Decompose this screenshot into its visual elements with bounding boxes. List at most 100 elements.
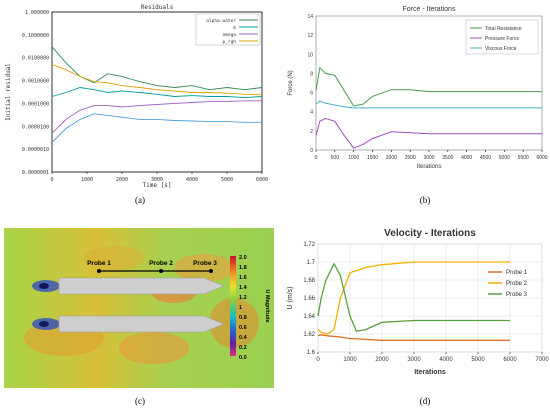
y-tick-label: 4 xyxy=(310,110,313,116)
y-tick-label: 1.62 xyxy=(303,332,315,338)
x-tick-label: 5000 xyxy=(471,357,485,363)
wake-region xyxy=(84,246,144,270)
probe-label: Probe 3 xyxy=(193,260,217,267)
y-tick-label: 0.0000100 xyxy=(22,124,49,130)
x-tick-label: 5000 xyxy=(499,155,510,161)
y-tick-label: 0.0000001 xyxy=(22,170,49,176)
probe-marker xyxy=(159,269,163,273)
x-tick-label: 6000 xyxy=(536,155,547,161)
legend-label: alpha.water xyxy=(206,18,236,24)
colorbar-tick-label: 0.6 xyxy=(239,325,247,331)
probe-label: Probe 2 xyxy=(149,260,173,267)
probe-label: Probe 1 xyxy=(87,260,111,267)
legend-label: omega xyxy=(222,33,236,38)
y-tick-label: 0 xyxy=(310,148,313,154)
colorbar xyxy=(230,256,236,356)
x-tick-label: 4000 xyxy=(439,357,453,363)
x-tick-label: 2000 xyxy=(386,155,397,161)
y-axis-label: U (m/s) xyxy=(287,287,294,310)
x-tick-label: 2500 xyxy=(405,155,416,161)
y-tick-label: 0.0100000 xyxy=(22,56,49,62)
colorbar-tick-label: 1.8 xyxy=(239,265,247,271)
hull-upper xyxy=(58,277,225,295)
bow-stagnation-region xyxy=(39,321,49,327)
series-line-viscous-force xyxy=(315,100,542,109)
x-tick-label: 7000 xyxy=(535,357,549,363)
colorbar-tick-label: 0.2 xyxy=(239,345,247,351)
x-tick-label: 1000 xyxy=(348,155,359,161)
colorbar-tick-label: 0.4 xyxy=(239,335,248,341)
chart-title: Velocity - Iterations xyxy=(384,228,476,239)
y-tick-label: 0.1000000 xyxy=(22,33,49,39)
probe-marker xyxy=(97,269,101,273)
velocity-panel: Velocity - Iterations 0 1000 2000 3000 4000 50… xyxy=(280,222,550,392)
colorbar-tick-label: 1.4 xyxy=(239,285,248,291)
x-tick-label: 1500 xyxy=(367,155,378,161)
x-tick-label: 5000 xyxy=(221,177,233,183)
x-tick-label: 3500 xyxy=(442,155,453,161)
y-tick-label: 6 xyxy=(310,91,313,97)
caption-b: (b) xyxy=(419,195,431,205)
x-tick-label: 1000 xyxy=(81,177,93,183)
velocity-chart: Velocity - Iterations 0 1000 2000 3000 4000 50… xyxy=(287,228,549,376)
legend-label: Viscous Force xyxy=(485,46,517,52)
series-line-unnamed-4 xyxy=(51,113,262,143)
series-line-p-rgh xyxy=(51,64,262,95)
y-tick-label: 1.6 xyxy=(307,350,316,356)
cfd-contour: Probe 1 Probe 2 Probe 3 2.0 1.8 1.6 1.4 1.2 1 0.8… xyxy=(4,228,274,388)
legend-label: Probe 2 xyxy=(506,281,528,287)
y-tick-label: 0.0000010 xyxy=(22,147,49,153)
chart-title: Residuals xyxy=(141,4,174,11)
legend-label: Probe 1 xyxy=(506,270,528,276)
x-tick-label: 4500 xyxy=(480,155,491,161)
y-tick-label: 1.64 xyxy=(303,314,315,320)
colorbar-tick-label: 2.0 xyxy=(239,255,247,261)
wake-region xyxy=(174,254,234,282)
x-tick-label: 3000 xyxy=(407,357,421,363)
legend-label: k xyxy=(233,25,236,31)
y-axis-label: Initial residual xyxy=(5,63,12,121)
x-tick-label: 4000 xyxy=(186,177,198,183)
x-tick-label: 6000 xyxy=(256,177,268,183)
colorbar-tick-label: 0.8 xyxy=(239,315,247,321)
series-line-total-resistance xyxy=(315,66,542,107)
legend-label: p_rgh xyxy=(222,39,236,45)
series-line-probe-2 xyxy=(317,261,510,335)
colorbar-label: U Magnitude xyxy=(264,290,270,323)
bow-stagnation-region xyxy=(39,283,49,289)
y-tick-label: 2 xyxy=(310,129,313,135)
x-tick-label: 4000 xyxy=(461,155,472,161)
x-tick-label: 0 xyxy=(316,357,320,363)
series-line-pressure-force xyxy=(315,117,542,149)
force-chart: Force - Iterations 0 500 1000 1500 2000 2500 30… xyxy=(288,6,548,170)
legend-label: Pressure Force xyxy=(485,36,519,42)
legend-label: Probe 3 xyxy=(506,292,528,298)
force-panel: Force - Iterations 0 500 1000 1500 2000 2500 30… xyxy=(280,0,550,195)
x-tick-label: 1000 xyxy=(343,357,357,363)
x-tick-label: 3000 xyxy=(151,177,163,183)
colorbar-tick-label: 1.2 xyxy=(239,295,247,301)
x-tick-label: 6000 xyxy=(503,357,517,363)
y-tick-label: 1.72 xyxy=(303,242,315,248)
x-axis-label: Time [s] xyxy=(143,182,172,189)
x-tick-label: 3000 xyxy=(423,155,434,161)
legend-box xyxy=(195,13,261,46)
colorbar-tick-label: 1.6 xyxy=(239,275,247,281)
y-tick-label: 0.0010000 xyxy=(22,79,49,85)
x-tick-label: 2000 xyxy=(375,357,389,363)
residuals-chart: Residuals 0 1000 2000 3000 4000 5000 6000 1.0000… xyxy=(5,4,268,189)
caption-a: (a) xyxy=(135,195,145,205)
x-tick-label: 2000 xyxy=(116,177,128,183)
caption-c: (c) xyxy=(135,396,145,406)
caption-d: (d) xyxy=(419,396,431,406)
series-line-probe-1 xyxy=(317,334,510,341)
cfd-panel: Probe 1 Probe 2 Probe 3 2.0 1.8 1.6 1.4 1.2 1 0.8… xyxy=(4,228,274,388)
x-tick-label: 500 xyxy=(331,155,340,161)
y-axis-label: Force (N) xyxy=(288,70,294,95)
chart-title: Force - Iterations xyxy=(403,6,456,13)
y-tick-label: 0.0001000 xyxy=(22,101,49,107)
y-tick-label: 8 xyxy=(310,71,313,77)
probe-marker xyxy=(209,269,213,273)
x-tick-label: 0 xyxy=(50,177,53,183)
residuals-panel: Residuals 0 1000 2000 3000 4000 5000 6000 1.0000… xyxy=(0,0,270,195)
